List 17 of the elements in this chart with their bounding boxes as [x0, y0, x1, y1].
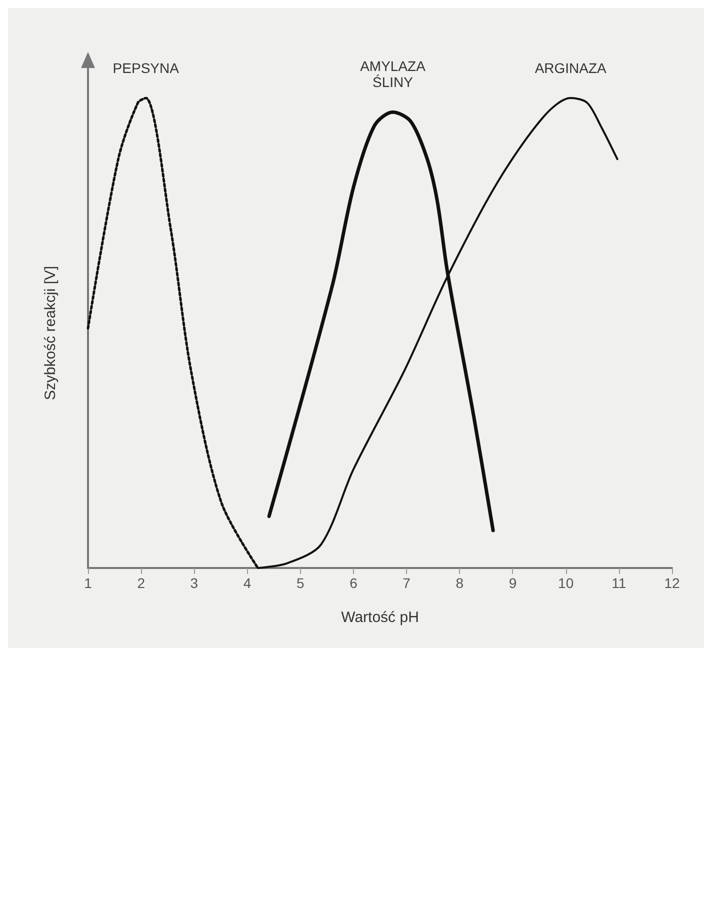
- x-tick-label: 11: [612, 575, 626, 591]
- y-axis-title: Szybkość reakcji [V]: [42, 266, 59, 400]
- x-tick-label: 9: [508, 575, 517, 591]
- x-tick-label: 6: [350, 575, 358, 591]
- x-tick-label: 2: [137, 575, 146, 591]
- x-tick-label: 10: [558, 575, 574, 591]
- x-tick-label: 8: [456, 575, 464, 591]
- x-tick-label: 4: [243, 575, 252, 591]
- x-tick-label: 7: [402, 575, 411, 591]
- text: AMYLAZA ŚLINY: [360, 58, 426, 90]
- x-tick-label: 12: [664, 575, 680, 591]
- text: ARGINAZA: [534, 60, 608, 76]
- x-axis-title: Wartość pH: [341, 609, 419, 626]
- x-tick-label: 1: [84, 575, 92, 591]
- x-tick-label: 5: [296, 575, 304, 591]
- text: PEPSYNA: [112, 60, 180, 76]
- x-tick-label: 3: [190, 575, 198, 591]
